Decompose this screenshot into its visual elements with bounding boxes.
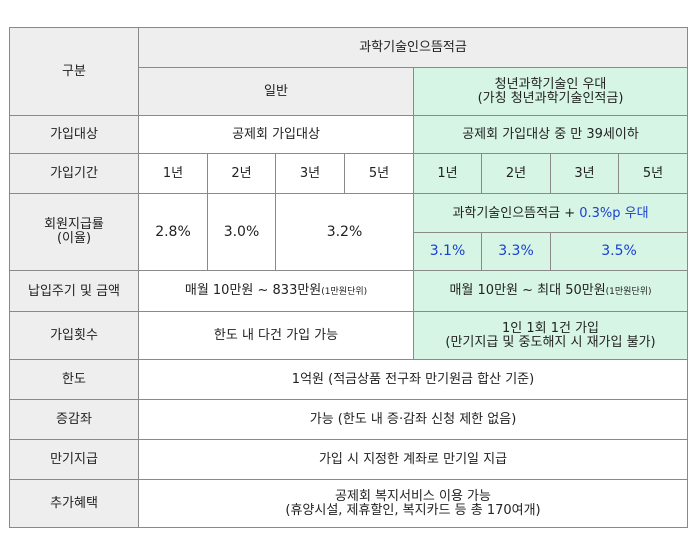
count-youth-line1: 1인 1회 1건 가입 [502, 320, 600, 336]
period-row: 가입기간 1년 2년 3년 5년 1년 2년 3년 5년 [9, 153, 689, 194]
rate-youth-bonus: 0.3%p 우대 [579, 205, 649, 221]
payment-youth: 매월 10만원 ~ 최대 50만원(1만원단위) [412, 270, 689, 312]
count-youth: 1인 1회 1건 가입 (만기지급 및 중도해지 시 재가입 불가) [412, 311, 689, 360]
adjust-row: 증감좌 가능 (한도 내 증·감좌 신청 제한 없음) [9, 399, 689, 440]
eligibility-youth: 공제회 가입대상 중 만 39세이하 [412, 115, 689, 154]
period-youth-1: 1년 [413, 153, 482, 194]
eligibility-general: 공제회 가입대상 [138, 115, 414, 154]
rate-youth-2: 3.3% [481, 232, 551, 271]
count-general: 한도 내 다건 가입 가능 [138, 311, 414, 360]
limit-value: 1억원 (적금상품 전구좌 만기원금 합산 기준) [137, 359, 689, 400]
benefit-line1: 공제회 복지서비스 이용 가능 [335, 488, 491, 504]
payment-row: 납입주기 및 금액 매월 10만원 ~ 833만원(1만원단위) 매월 10만원… [9, 270, 689, 312]
limit-row: 한도 1억원 (적금상품 전구좌 만기원금 합산 기준) [9, 359, 689, 400]
rate-general-3-5: 3.2% [275, 193, 414, 271]
youth-header-line2: (가칭 청년과학기술인적금) [477, 90, 624, 106]
rate-general-2: 3.0% [207, 193, 276, 271]
rate-row-1: 회원지급률 (이율) 2.8% 3.0% 3.2% 과학기술인으뜸적금 + 0.… [9, 193, 689, 271]
rate-youth-note: 과학기술인으뜸적금 + 0.3%p 우대 [412, 193, 689, 233]
count-label: 가입횟수 [9, 311, 139, 360]
period-general-1: 1년 [138, 153, 208, 194]
adjust-label: 증감좌 [9, 399, 139, 440]
eligibility-label: 가입대상 [9, 115, 139, 154]
adjust-value: 가능 (한도 내 증·감좌 신청 제한 없음) [137, 399, 689, 440]
header-row-2: 일반 청년과학기술인 우대 (가칭 청년과학기술인적금) [10, 67, 689, 116]
eligibility-row: 가입대상 공제회 가입대상 공제회 가입대상 중 만 39세이하 [9, 115, 689, 154]
payment-general-unit: (1만원단위) [321, 286, 368, 297]
limit-label: 한도 [9, 359, 139, 400]
payment-label: 납입주기 및 금액 [9, 270, 139, 312]
youth-header-line1: 청년과학기술인 우대 [494, 76, 607, 92]
benefit-value: 공제회 복지서비스 이용 가능 (휴양시설, 제휴할인, 복지카드 등 총 17… [137, 479, 689, 528]
count-youth-line2: (만기지급 및 중도해지 시 재가입 불가) [445, 334, 656, 350]
period-label: 가입기간 [9, 153, 139, 194]
category-header: 구분 [9, 27, 139, 116]
rate-row-2: 3.1% 3.3% 3.5% [10, 232, 689, 271]
payment-general-text: 매월 10만원 ~ 833만원 [184, 282, 322, 298]
maturity-value: 가입 시 지정한 계좌로 만기일 지급 [137, 439, 689, 480]
period-youth-3: 3년 [550, 153, 619, 194]
payment-youth-text: 매월 10만원 ~ 최대 50만원 [449, 282, 606, 298]
rate-label-line1: 회원지급률 [44, 217, 104, 232]
general-header: 일반 [138, 67, 414, 116]
rate-general-1: 2.8% [138, 193, 208, 271]
header-row-1: 구분 과학기술인으뜸적금 [9, 27, 689, 116]
product-title: 과학기술인으뜸적금 [137, 27, 689, 68]
youth-header: 청년과학기술인 우대 (가칭 청년과학기술인적금) [412, 67, 689, 116]
rate-label-line2: (이율) [56, 231, 92, 246]
rate-youth-note-prefix: 과학기술인으뜸적금 + [452, 205, 580, 221]
payment-general: 매월 10만원 ~ 833만원(1만원단위) [138, 270, 414, 312]
benefit-line2: (휴양시설, 제휴할인, 복지카드 등 총 170여개) [285, 502, 541, 518]
count-row: 가입횟수 한도 내 다건 가입 가능 1인 1회 1건 가입 (만기지급 및 중… [9, 311, 689, 360]
period-general-3: 3년 [275, 153, 345, 194]
rate-youth-3-5: 3.5% [549, 232, 689, 271]
maturity-row: 만기지급 가입 시 지정한 계좌로 만기일 지급 [9, 439, 689, 480]
rate-label: 회원지급률 (이율) [9, 193, 139, 271]
benefit-label: 추가혜택 [9, 479, 139, 528]
period-general-5: 5년 [344, 153, 414, 194]
maturity-label: 만기지급 [9, 439, 139, 480]
period-general-2: 2년 [207, 153, 276, 194]
savings-comparison-table: 구분 과학기술인으뜸적금 일반 청년과학기술인 우대 (가칭 청년과학기술인적금… [9, 27, 689, 528]
period-youth-5: 5년 [617, 153, 689, 194]
benefit-row: 추가혜택 공제회 복지서비스 이용 가능 (휴양시설, 제휴할인, 복지카드 등… [9, 479, 689, 528]
period-youth-2: 2년 [481, 153, 551, 194]
payment-youth-unit: (1만원단위) [605, 286, 652, 297]
rate-youth-1: 3.1% [413, 232, 482, 271]
